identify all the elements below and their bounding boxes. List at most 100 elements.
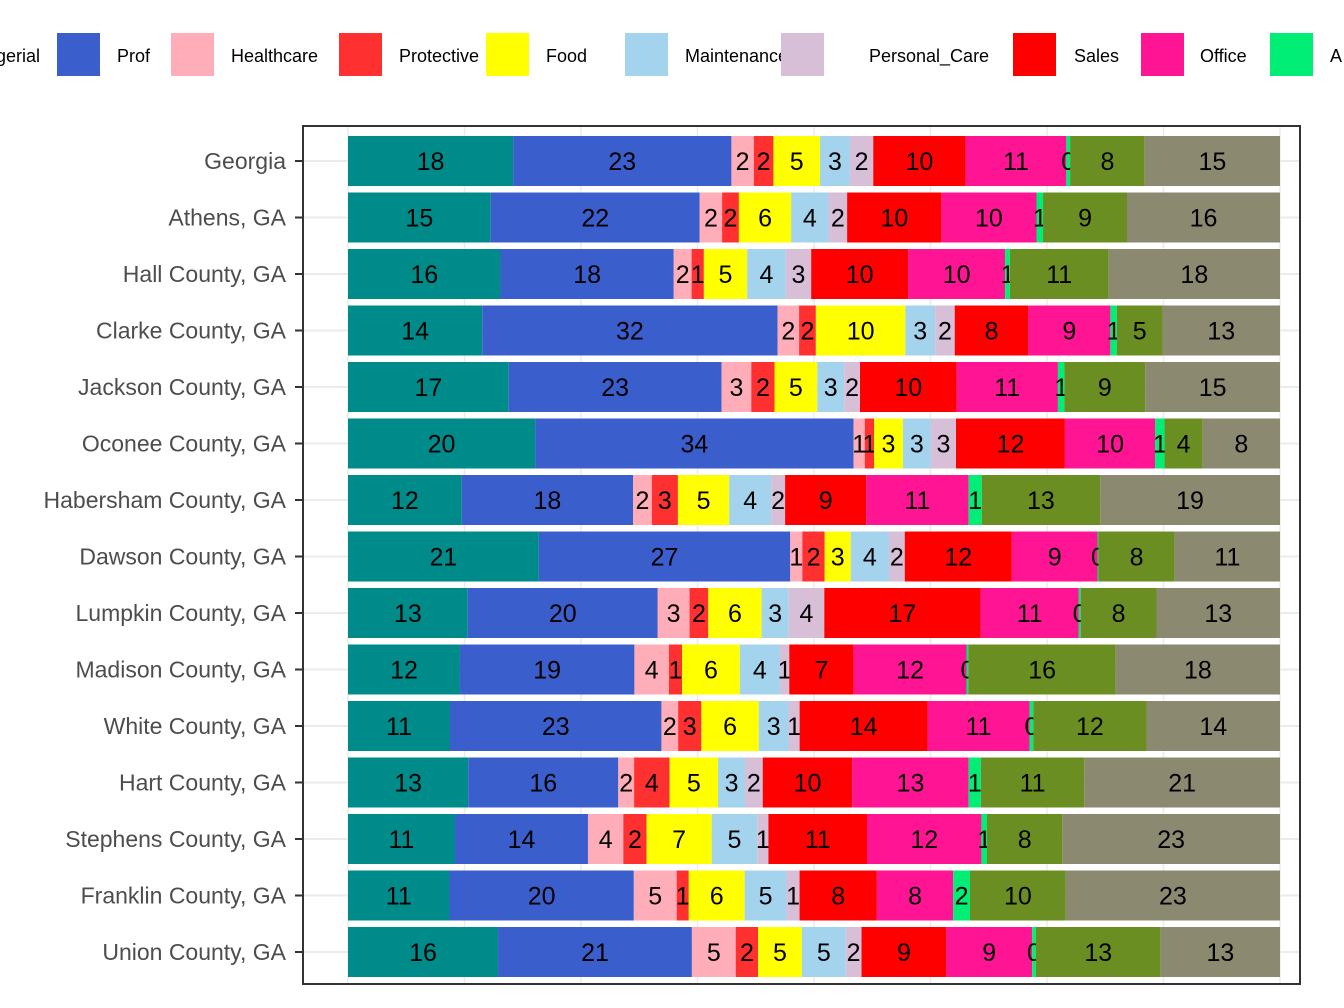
legend-key-healthcare <box>171 33 214 76</box>
segment-label-food: 6 <box>723 713 737 741</box>
bar-segment-food <box>677 475 730 525</box>
segment-label-prof: 19 <box>533 657 561 685</box>
bar-row-hall-county-ga: 16 18 2 1 5 4 3 10 10 1 11 18 <box>348 249 1280 299</box>
segment-label-healthcare: 2 <box>704 205 718 233</box>
bar-segment-prof <box>461 475 634 525</box>
bar-row-stephens-county-ga: 11 14 4 2 7 5 1 11 12 1 8 23 <box>348 814 1280 864</box>
segment-label-production: 11 <box>1214 544 1240 572</box>
bar-segment-maintenance <box>817 362 845 412</box>
bar-segment-maintenance <box>791 192 829 243</box>
segment-label-protective: 2 <box>724 205 738 233</box>
bar-segment-production <box>1144 136 1280 186</box>
bar-segment-maintenance <box>820 136 850 186</box>
segment-label-agriculture: 2 <box>955 883 969 911</box>
bar-segment-managerial <box>348 192 491 243</box>
bar-segment-maintenance <box>758 701 789 751</box>
segment-label-personal-care: 1 <box>787 713 801 741</box>
bar-segment-construction <box>981 475 1101 525</box>
bar-segment-protective <box>722 192 739 243</box>
segment-label-production: 18 <box>1184 657 1212 685</box>
segment-label-sales: 8 <box>831 883 845 911</box>
segment-label-office: 8 <box>908 883 922 911</box>
bar-segment-maintenance <box>744 870 787 921</box>
segment-label-agriculture: 1 <box>1153 431 1167 459</box>
bar-segment-sales <box>904 531 1012 582</box>
bar-segment-protective <box>691 249 704 299</box>
segment-label-food: 5 <box>790 148 804 176</box>
bar-segment-prof <box>467 588 658 638</box>
bar-segment-agriculture <box>1036 192 1044 243</box>
y-tick-label: Jackson County, GA <box>78 374 287 400</box>
segment-label-maintenance: 3 <box>767 713 781 741</box>
bar-segment-healthcare <box>853 418 865 469</box>
segment-label-protective: 1 <box>691 261 705 289</box>
segment-label-protective: 4 <box>645 770 659 798</box>
segment-label-healthcare: 2 <box>619 770 633 798</box>
bar-segment-personal-care <box>844 362 860 412</box>
bar-segment-protective <box>753 136 774 186</box>
bar-segment-office <box>867 814 982 864</box>
bar-segment-personal-care <box>888 531 905 582</box>
segment-label-managerial: 18 <box>417 148 445 176</box>
bar-segment-office <box>941 192 1037 243</box>
bar-segment-food <box>669 757 719 808</box>
bar-segment-sales <box>789 644 854 695</box>
segment-label-agriculture: 1 <box>968 770 982 798</box>
bar-segment-agriculture <box>968 757 981 808</box>
segment-label-prof: 20 <box>528 883 556 911</box>
bar-row-habersham-county-ga: 12 18 2 3 5 4 2 9 11 1 13 19 <box>348 475 1280 525</box>
bar-segment-food <box>874 418 903 469</box>
segment-label-healthcare: 2 <box>676 261 690 289</box>
bar-segment-sales <box>954 305 1029 356</box>
segment-label-construction: 8 <box>1130 544 1144 572</box>
segment-label-sales: 10 <box>894 374 922 402</box>
bar-segment-production <box>1156 588 1280 638</box>
legend-key-personal-care <box>781 33 824 76</box>
panel-border-rect <box>302 125 1301 985</box>
bar-segment-maintenance <box>902 418 931 469</box>
segment-label-sales: 10 <box>794 770 822 798</box>
bar-row-dawson-county-ga: 21 27 1 2 3 4 2 12 9 0 8 11 <box>348 531 1280 582</box>
bar-segment-production <box>1065 870 1280 921</box>
segment-label-managerial: 11 <box>386 883 412 911</box>
legend-label-managerial: gerial <box>0 46 40 66</box>
segment-label-managerial: 13 <box>394 600 422 628</box>
bar-segment-sales <box>873 136 966 186</box>
legend-key-maintenance <box>625 33 668 76</box>
segment-label-managerial: 16 <box>410 261 438 289</box>
bar-row-lumpkin-county-ga: 13 20 3 2 6 3 4 17 11 0 8 13 <box>348 588 1280 638</box>
bar-segment-managerial <box>348 305 483 356</box>
bar-segment-food <box>681 644 740 695</box>
legend-label-personal-care: Personal_Care <box>869 46 989 67</box>
segment-label-office: 12 <box>910 826 938 854</box>
bar-segment-healthcare <box>691 927 736 977</box>
segment-label-production: 13 <box>1204 600 1232 628</box>
y-tick-label: Madison County, GA <box>75 657 286 683</box>
bar-row-white-county-ga: 11 23 2 3 6 3 1 14 11 0 12 14 <box>348 701 1280 751</box>
segment-label-sales: 10 <box>846 261 874 289</box>
bar-segment-healthcare <box>721 362 752 412</box>
bar-segment-office <box>866 475 969 525</box>
segment-label-office: 10 <box>1096 431 1124 459</box>
bar-segment-personal-care <box>771 475 786 525</box>
segment-label-office: 11 <box>1003 148 1029 176</box>
bar-segment-food <box>758 927 802 977</box>
segment-label-protective: 3 <box>658 487 672 515</box>
bar-segment-agriculture <box>968 475 982 525</box>
segment-label-office: 11 <box>904 487 930 515</box>
bar-segment-maintenance <box>761 588 789 638</box>
bar-segment-food <box>824 531 851 582</box>
bar-segment-maintenance <box>718 757 746 808</box>
segment-label-sales: 9 <box>819 487 833 515</box>
bar-segment-managerial <box>348 362 509 412</box>
bar-segment-maintenance <box>729 475 772 525</box>
segment-label-managerial: 16 <box>409 939 437 967</box>
segment-label-food: 5 <box>773 939 787 967</box>
segment-label-maintenance: 4 <box>743 487 757 515</box>
bar-segment-prof <box>449 870 634 921</box>
bar-segment-managerial <box>348 418 536 469</box>
segment-label-prof: 14 <box>508 826 536 854</box>
legend-label-sales: Sales <box>1074 46 1119 66</box>
bar-segment-construction <box>969 870 1066 921</box>
